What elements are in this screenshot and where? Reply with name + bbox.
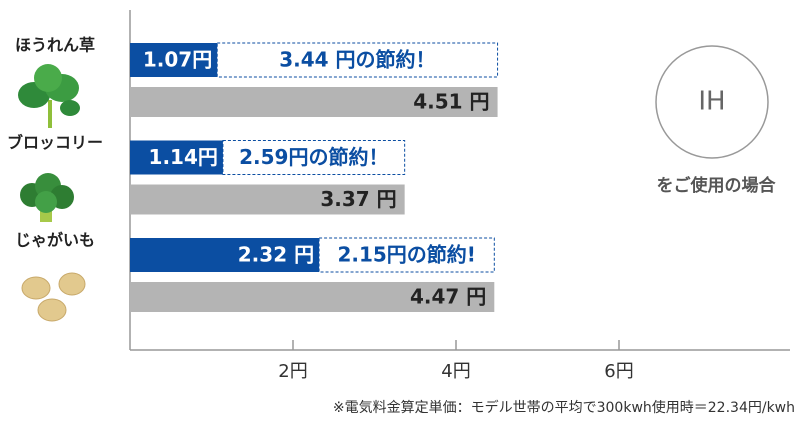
saving-box — [222, 140, 406, 175]
bar — [130, 238, 320, 272]
value-label: 2.32 円 — [238, 243, 314, 267]
bar — [130, 87, 498, 117]
saving-box — [216, 42, 499, 78]
x-tick-label: 6円 — [604, 361, 633, 382]
broccoli-icon — [20, 173, 74, 222]
saving-label: 2.15円の節約! — [337, 243, 475, 267]
category-label: ブロッコリー — [7, 133, 103, 152]
mode-circle — [655, 45, 769, 159]
icons — [18, 64, 86, 322]
category-label: ほうれん草 — [15, 36, 95, 55]
saving-label: 2.59円の節約！ — [239, 145, 388, 169]
category-label: じゃがいも — [15, 231, 95, 250]
value-label: 3.37 円 — [320, 187, 396, 211]
bar — [130, 43, 218, 77]
bar — [130, 184, 405, 215]
spinach-icon — [18, 64, 80, 128]
value-label: 4.51 円 — [413, 90, 489, 114]
mode-caption: をご使用の場合 — [657, 175, 777, 196]
bar — [130, 282, 495, 312]
value-label: 4.47 円 — [410, 285, 486, 309]
saving-label: 3.44 円の節約！ — [279, 48, 435, 72]
value-label: 1.07円 — [143, 48, 212, 72]
x-tick-label: 4円 — [441, 361, 470, 382]
x-tick-label: 2円 — [278, 361, 307, 382]
potato-icon — [21, 272, 86, 322]
value-label: 1.14円 — [149, 145, 218, 169]
mode-label: IH — [698, 87, 725, 117]
footnote: ※電気料金算定単価：モデル世帯の平均で300kwh使用時＝22.34円/kwh — [333, 399, 795, 416]
bar — [130, 140, 223, 175]
